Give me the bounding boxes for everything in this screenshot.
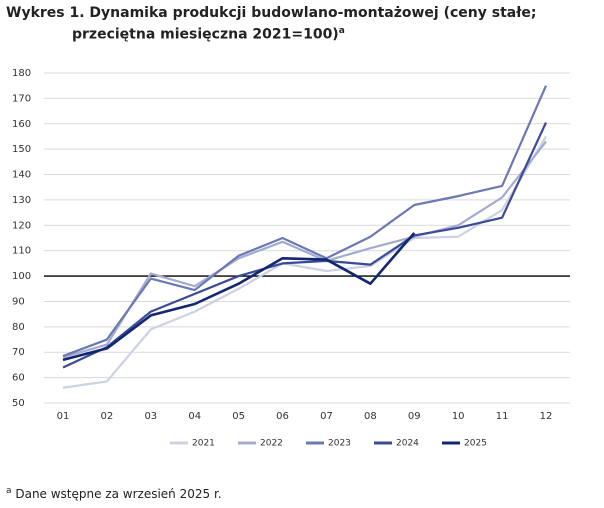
y-tick-label: 180 xyxy=(12,68,31,79)
x-tick-label: 02 xyxy=(101,411,114,422)
y-tick-label: 150 xyxy=(12,144,31,155)
x-tick-label: 09 xyxy=(408,411,421,422)
legend-label: 2024 xyxy=(396,439,419,449)
legend-label: 2025 xyxy=(464,439,487,449)
chart-title: Wykres 1. Dynamika produkcji budowlano-m… xyxy=(6,5,537,43)
footnote-block: a Dane wstępne za wrzesień 2025 r. xyxy=(6,486,222,501)
x-tick-label: 07 xyxy=(320,411,333,422)
x-tick-label: 06 xyxy=(276,411,289,422)
x-tick-label: 08 xyxy=(364,411,377,422)
legend-label: 2021 xyxy=(192,439,215,449)
x-tick-label: 04 xyxy=(188,411,201,422)
legend-label: 2022 xyxy=(260,439,283,449)
y-tick-label: 160 xyxy=(12,119,31,130)
y-tick-label: 60 xyxy=(12,373,25,384)
title-marker: a xyxy=(338,26,345,36)
x-tick-label: 10 xyxy=(452,411,465,422)
y-tick-label: 50 xyxy=(12,398,25,409)
chart: 50 60 70 80 90 100 110 120 130 140 150 160 170 180 01 0… xyxy=(12,68,570,449)
series-line xyxy=(62,85,548,358)
x-tick-label: 01 xyxy=(57,411,70,422)
footnote-marker: a xyxy=(6,486,12,496)
y-tick-label: 100 xyxy=(12,271,31,282)
y-tick-label: 90 xyxy=(12,296,25,307)
x-tick-label: 03 xyxy=(144,411,157,422)
y-tick-label: 130 xyxy=(12,195,31,206)
y-tick-label: 170 xyxy=(12,93,31,104)
series-line xyxy=(62,122,547,369)
x-tick-label: 11 xyxy=(496,411,509,422)
x-tick-label: 12 xyxy=(540,411,553,422)
legend-label: 2023 xyxy=(328,439,351,449)
footnote: Dane wstępne za wrzesień 2025 r. xyxy=(15,487,222,501)
series-line xyxy=(62,140,547,359)
y-tick-label: 80 xyxy=(12,322,25,333)
y-tick-label: 140 xyxy=(12,170,31,181)
y-tick-label: 70 xyxy=(12,347,25,358)
series-line xyxy=(62,232,416,362)
chart-title-block: Wykres 1. Dynamika produkcji budowlano-m… xyxy=(6,4,596,44)
x-tick-label: 05 xyxy=(232,411,245,422)
y-tick-label: 120 xyxy=(12,220,31,231)
y-tick-label: 110 xyxy=(12,246,31,257)
series-line xyxy=(62,135,547,389)
